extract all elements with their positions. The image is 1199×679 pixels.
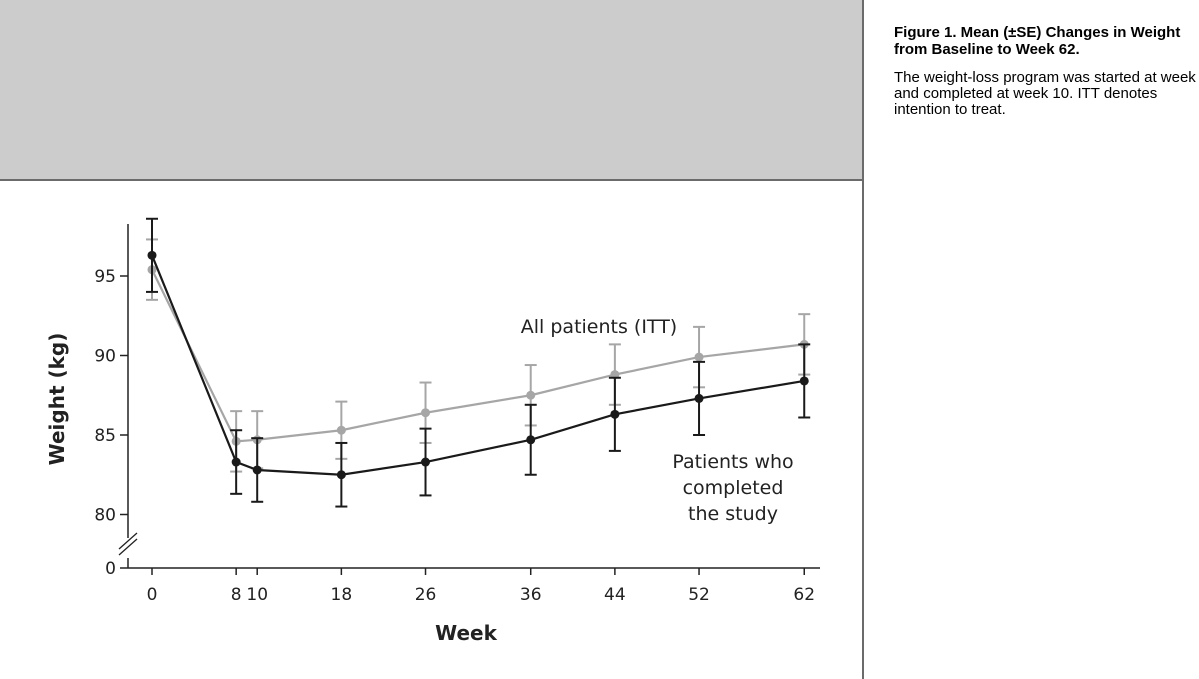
figure-image-header <box>0 0 864 179</box>
data-point <box>147 250 157 260</box>
x-tick-label: 26 <box>415 585 437 605</box>
x-axis-title: Week <box>435 621 497 645</box>
data-point <box>231 457 241 467</box>
data-point <box>336 470 346 480</box>
x-tick-label: 18 <box>331 585 353 605</box>
y-tick-label: 80 <box>94 506 116 526</box>
y-tick-label: 95 <box>94 267 116 287</box>
series-label-completers: completed <box>683 477 784 499</box>
data-point <box>694 352 704 362</box>
figure-divider <box>862 0 864 679</box>
figure-caption: Figure 1. Mean (±SE) Changes in Weight f… <box>894 24 1199 118</box>
y-axis-title: Weight (kg) <box>45 333 69 466</box>
series-label-completers: Patients who <box>672 451 793 473</box>
data-point <box>526 435 536 445</box>
caption-title: Figure 1. Mean (±SE) Changes in Weight f… <box>894 24 1181 58</box>
data-point <box>421 408 431 418</box>
data-point <box>336 425 346 435</box>
series-label-completers: the study <box>688 503 778 525</box>
x-tick-label: 62 <box>793 585 815 605</box>
series-line <box>150 254 805 476</box>
x-tick-label: 44 <box>604 585 626 605</box>
x-tick-label: 10 <box>246 585 268 605</box>
series-line <box>151 269 805 443</box>
data-point <box>799 376 809 386</box>
axis-break-mark <box>118 538 138 556</box>
line-chart: 0 80 85 90 95 0 8 10 18 26 36 44 52 62 Week Weight (kg)… <box>45 217 820 645</box>
x-tick-label: 0 <box>147 585 158 605</box>
y-tick-label: 90 <box>94 347 116 367</box>
chart-frame: 0 80 85 90 95 0 8 10 18 26 36 44 52 62 Week Weight (kg)… <box>0 179 862 679</box>
x-tick-label: 36 <box>520 585 542 605</box>
axis-break-mark <box>118 532 138 550</box>
x-tick-label: 8 <box>231 585 242 605</box>
data-point <box>610 409 620 419</box>
caption-text: The weight-loss program was started at w… <box>894 69 1199 118</box>
series-label-itt: All patients (ITT) <box>521 316 677 338</box>
y-tick-label: 85 <box>94 426 116 446</box>
data-point <box>694 393 704 403</box>
x-tick-label: 52 <box>688 585 710 605</box>
data-point <box>421 457 431 467</box>
y-tick-label: 0 <box>105 559 116 579</box>
data-point <box>252 465 262 475</box>
data-point <box>526 390 536 400</box>
